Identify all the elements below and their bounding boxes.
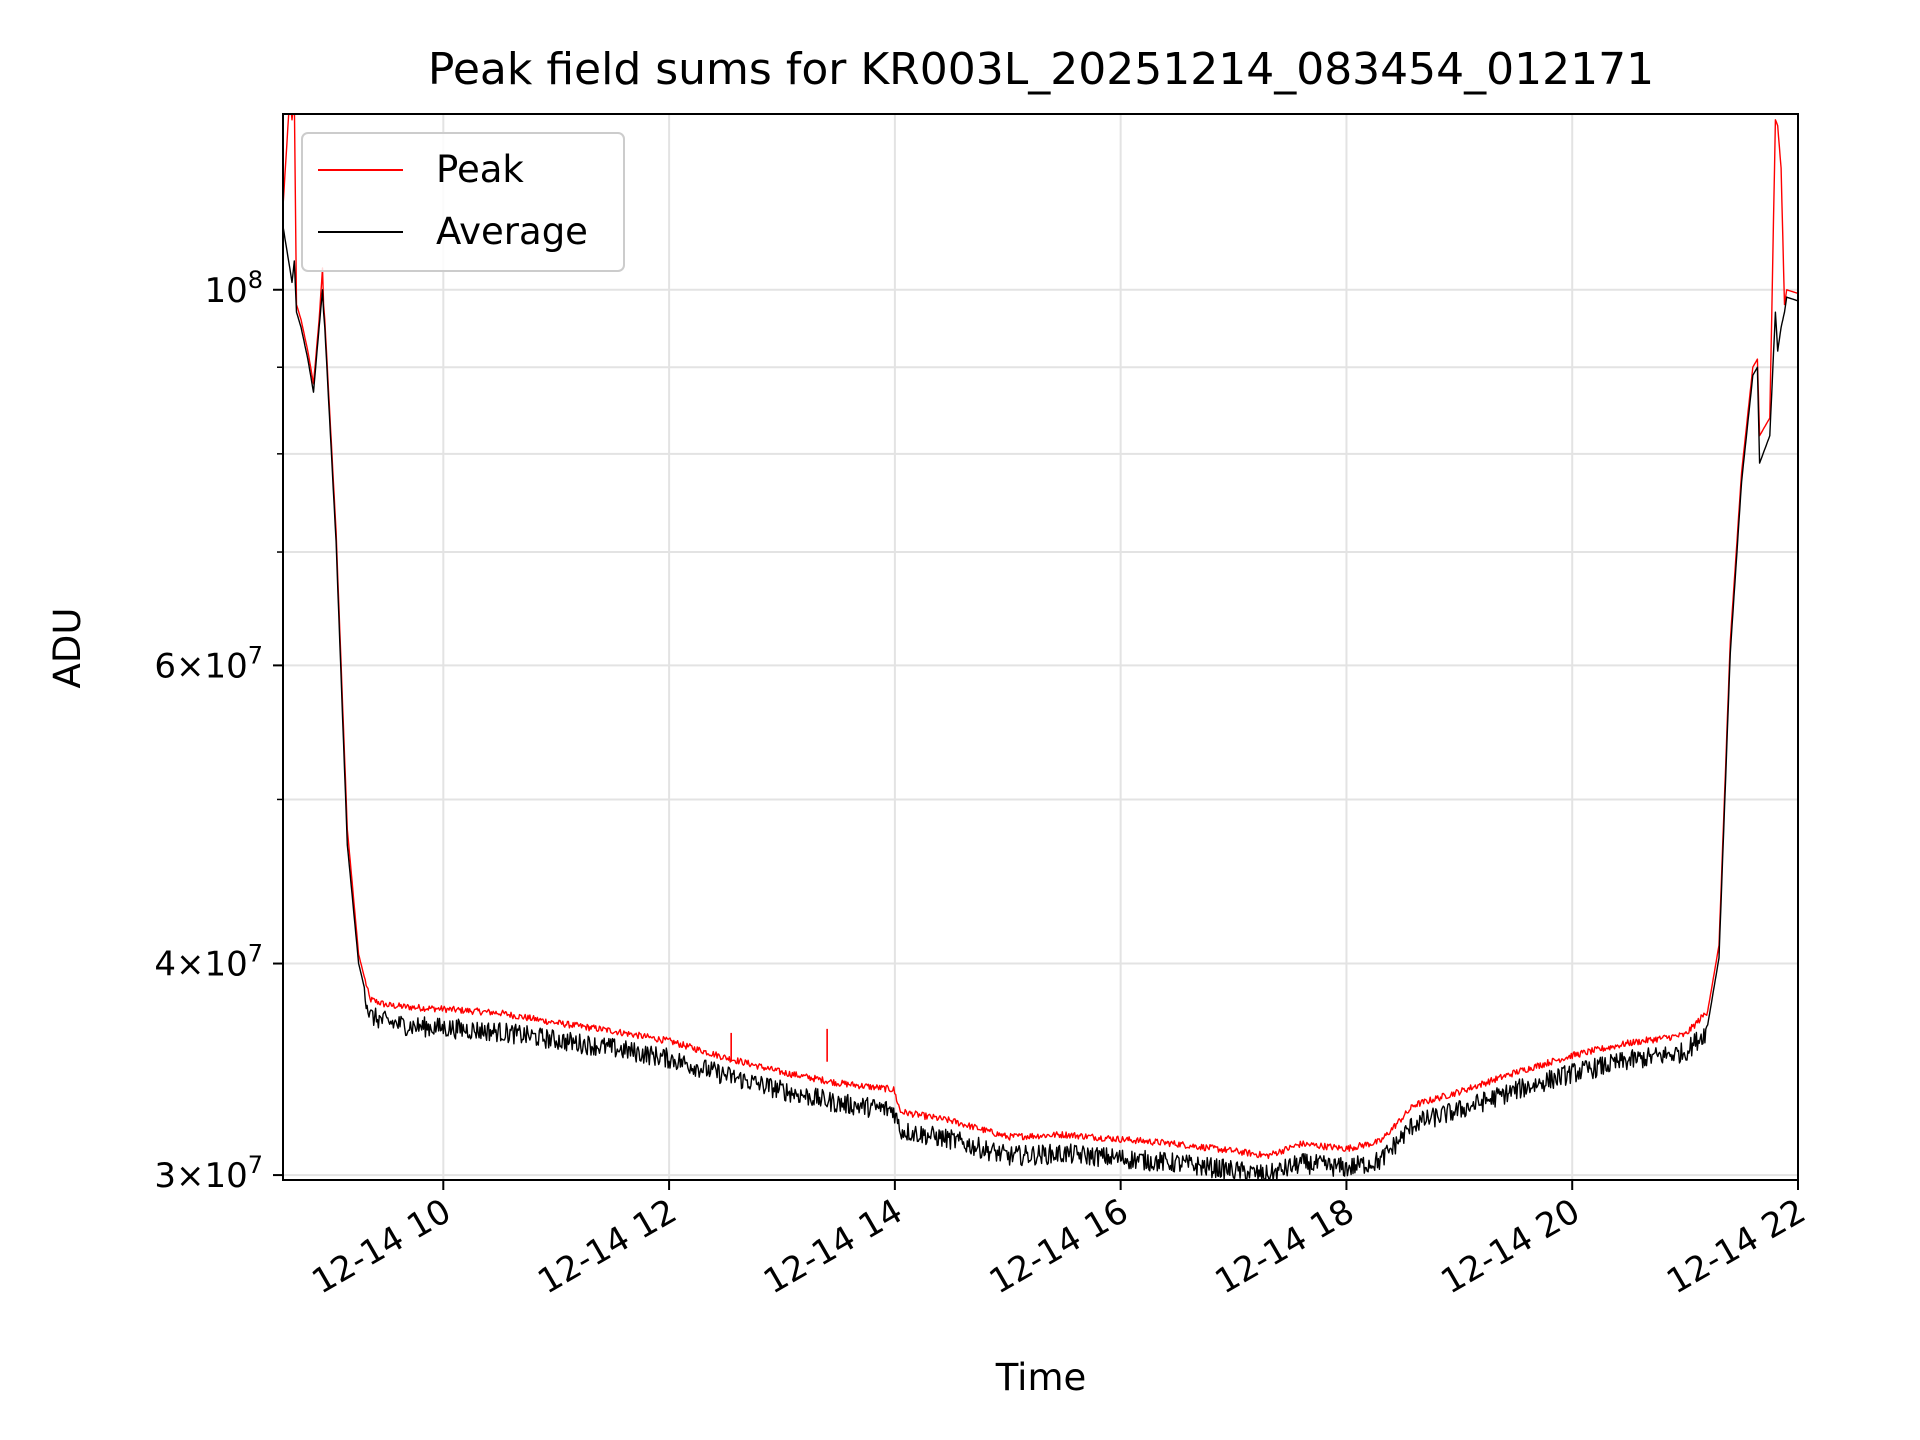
grid-lines: [283, 114, 1799, 1180]
data-series: [283, 114, 1798, 1180]
series-line-peak: [283, 114, 1798, 1160]
y-tick-label: 6×107: [154, 641, 263, 686]
y-tick-label: 4×107: [154, 940, 263, 985]
series-line-average: [283, 226, 1798, 1180]
y-axis-label: ADU: [46, 608, 89, 689]
x-axis-label: Time: [995, 1356, 1087, 1399]
y-tick-label: 3×107: [154, 1151, 263, 1196]
legend-box: [301, 132, 625, 272]
legend-label-peak: Peak: [436, 148, 524, 191]
plot-frame: [282, 113, 1799, 1181]
legend-label-average: Average: [436, 210, 588, 253]
legend: Peak Average: [301, 132, 625, 272]
chart-title: Peak field sums for KR003L_20251214_0834…: [428, 44, 1654, 95]
